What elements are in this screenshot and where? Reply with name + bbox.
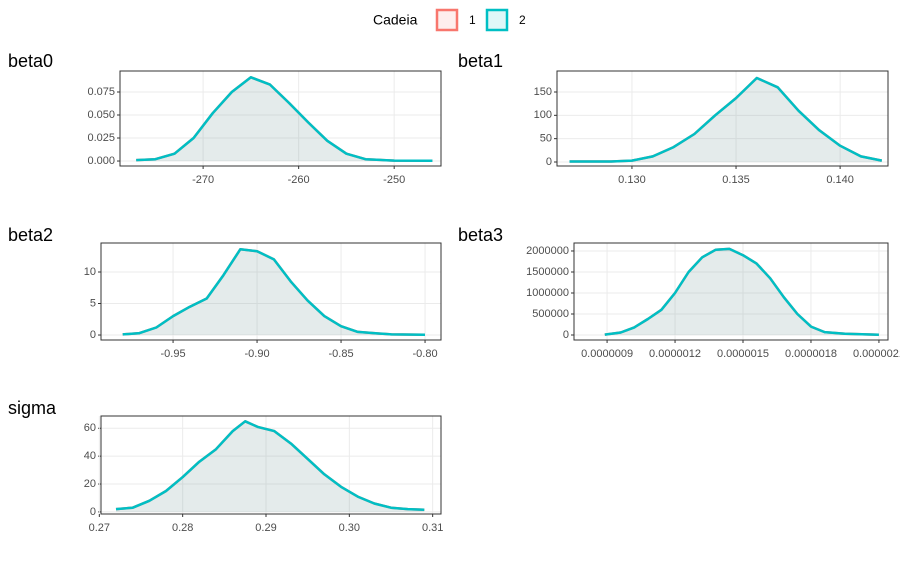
plot-background (120, 71, 441, 166)
panel-title: beta3 (458, 225, 503, 245)
y-tick-label: 0.050 (87, 109, 115, 121)
y-tick-label: 0.025 (87, 132, 115, 144)
x-tick-label: -0.80 (413, 348, 438, 360)
legend-swatch (485, 8, 509, 32)
y-tick-label: 50 (540, 133, 552, 145)
density-area (569, 78, 882, 162)
density-area (604, 248, 879, 336)
x-tick-label: 0.130 (618, 174, 646, 186)
density-area (116, 421, 425, 512)
y-tick-label: 20 (84, 478, 96, 490)
panel-border (119, 70, 442, 167)
y-tick-label: 0 (90, 506, 96, 518)
panel-title: beta1 (458, 51, 503, 71)
x-tick-label: 0.28 (172, 522, 193, 534)
y-tick-label: 0 (90, 329, 96, 341)
legend-label: 1 (469, 13, 476, 27)
y-tick-label: 0 (546, 156, 552, 168)
x-tick-label: -0.95 (161, 348, 186, 360)
panel-border (556, 70, 889, 167)
y-tick-label: 40 (84, 450, 96, 462)
panel-border (100, 415, 442, 515)
density-area (136, 77, 433, 162)
x-tick-label: -0.90 (245, 348, 270, 360)
x-tick-label: 0.0000009 (581, 348, 633, 360)
x-tick-label: 0.27 (89, 522, 110, 534)
legend-title: Cadeia (373, 12, 418, 28)
density-area (122, 249, 425, 336)
panel-title: beta0 (8, 51, 53, 71)
x-tick-label: 0.140 (826, 174, 854, 186)
x-tick-label: -260 (288, 174, 310, 186)
y-tick-label: 60 (84, 422, 96, 434)
legend-label: 2 (519, 13, 526, 27)
panel-title: sigma (8, 398, 57, 418)
y-tick-label: 150 (534, 86, 552, 98)
x-tick-label: 0.0000021 (853, 348, 900, 360)
y-tick-label: 2000000 (526, 245, 569, 257)
density-line (604, 247, 879, 337)
y-tick-label: 0.000 (87, 155, 115, 167)
y-tick-label: 5 (90, 297, 96, 309)
x-tick-label: -0.85 (329, 348, 354, 360)
x-tick-label: 0.30 (339, 522, 360, 534)
x-tick-label: -250 (383, 174, 405, 186)
density-line (122, 248, 426, 336)
density-area (604, 248, 879, 336)
density-line (569, 76, 883, 163)
y-tick-label: 0.075 (87, 86, 115, 98)
legend-swatch (435, 8, 459, 32)
y-tick-label: 1000000 (526, 287, 569, 299)
x-tick-label: -270 (192, 174, 214, 186)
panel-border (100, 242, 442, 341)
y-tick-label: 500000 (532, 308, 569, 320)
y-tick-label: 10 (84, 266, 96, 278)
plot-background (574, 243, 888, 340)
density-line (115, 420, 425, 512)
plot-background (557, 71, 888, 166)
x-tick-label: 0.0000015 (717, 348, 769, 360)
density-area (136, 77, 433, 162)
x-tick-label: 0.0000018 (785, 348, 837, 360)
y-tick-label: 0 (563, 329, 569, 341)
x-tick-label: 0.29 (255, 522, 276, 534)
y-tick-label: 100 (534, 109, 552, 121)
y-tick-label: 1500000 (526, 266, 569, 278)
plot-background (101, 416, 441, 514)
density-line (136, 76, 433, 162)
density-area (569, 78, 882, 162)
density-area (116, 421, 425, 512)
x-tick-label: 0.0000012 (649, 348, 701, 360)
x-tick-label: 0.135 (722, 174, 750, 186)
panel-title: beta2 (8, 225, 53, 245)
density-area (122, 249, 425, 336)
panel-border (573, 242, 889, 341)
x-tick-label: 0.31 (422, 522, 443, 534)
